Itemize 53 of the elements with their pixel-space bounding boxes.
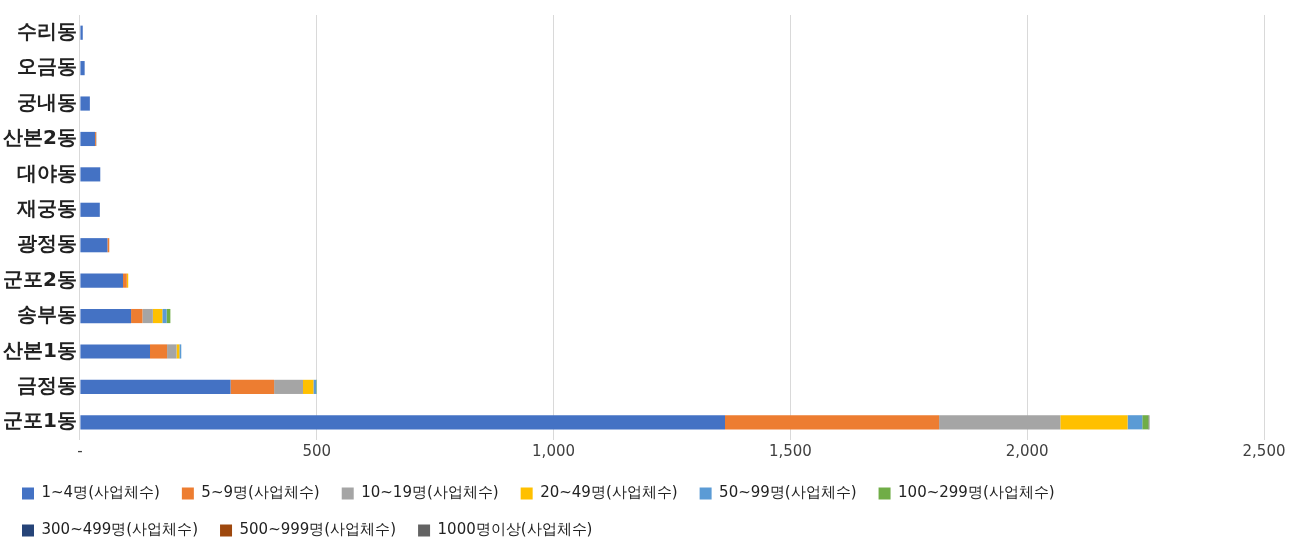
bar (80, 25, 83, 40)
x-tick-label: 500 (302, 441, 332, 460)
bar (80, 131, 96, 147)
legend-label: 10~19명(사업체수) (361, 483, 499, 502)
bar (303, 379, 314, 394)
bar (80, 379, 231, 394)
bar (1060, 415, 1128, 430)
y-tick-label: 금정동 (16, 373, 77, 398)
y-tick-label: 궁내동 (16, 89, 77, 114)
y-tick-label: 송부동 (16, 302, 77, 327)
bar (167, 344, 177, 359)
bar (150, 344, 168, 359)
bar (162, 308, 167, 324)
y-tick-label: 산본2동 (2, 125, 77, 150)
y-tick-label: 오금동 (16, 54, 77, 79)
x-tick-label: - (77, 441, 83, 460)
legend-label: 1000명이상(사업체수) (437, 520, 593, 539)
legend-label: 50~99명(사업체수) (719, 483, 857, 502)
y-tick-label: 군포2동 (2, 266, 77, 291)
bar (142, 308, 153, 324)
y-tick-label: 광정동 (16, 231, 77, 256)
bar (80, 238, 108, 253)
bar (80, 344, 151, 359)
bar (725, 415, 940, 430)
x-tick-label: 1,500 (768, 441, 812, 460)
bar (131, 308, 143, 324)
bar (939, 415, 1061, 430)
legend-label: 500~999명(사업체수) (239, 520, 397, 539)
legend-label: 5~9명(사업체수) (201, 483, 320, 502)
bar (230, 379, 275, 394)
bar (1127, 415, 1143, 430)
x-tick-label: 2,500 (1242, 441, 1286, 460)
bar (80, 167, 101, 182)
x-tick-label: 1,000 (532, 441, 576, 460)
y-tick-label: 산본1동 (2, 337, 77, 362)
bar (80, 202, 100, 217)
bar (274, 379, 303, 394)
legend-label: 1~4명(사업체수) (41, 483, 160, 502)
bar (80, 96, 90, 111)
bar (80, 61, 85, 76)
bar (80, 273, 124, 288)
legend-label: 20~49명(사업체수) (540, 483, 678, 502)
y-tick-label: 수리동 (16, 18, 77, 43)
bar (1142, 415, 1149, 430)
bar (80, 308, 132, 324)
bar (80, 415, 726, 430)
y-tick-label: 재궁동 (15, 195, 77, 220)
y-tick-label: 대야동 (16, 160, 77, 185)
bar (152, 308, 163, 324)
legend-label: 300~499명(사업체수) (41, 520, 199, 539)
y-tick-label: 군포1동 (2, 408, 77, 433)
legend-label: 100~299명(사업체수) (898, 483, 1055, 502)
x-tick-label: 2,000 (1005, 441, 1049, 460)
